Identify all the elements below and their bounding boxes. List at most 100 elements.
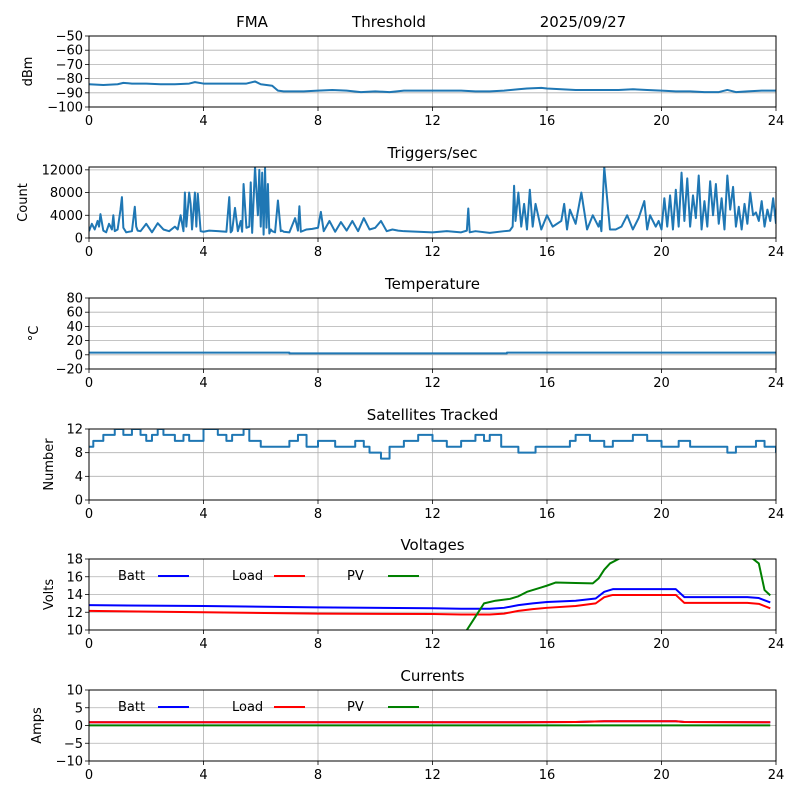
- panel-triggers: 0 4 8 12 16 20 24 0 4000 8000 12000 Triggers/sec Cou…: [16, 144, 784, 260]
- y-axis-label: °C: [27, 326, 42, 342]
- y-tick-label: 4: [75, 470, 83, 485]
- x-tick-label: 4: [199, 245, 207, 260]
- legend-label-load: Load: [232, 569, 263, 584]
- y-tick-label: 80: [66, 292, 83, 307]
- series-group: [89, 80, 776, 94]
- x-tick-label: 20: [653, 376, 670, 391]
- figure-header: FMA Threshold 2025/09/27: [236, 13, 626, 31]
- x-tick-label: 20: [653, 245, 670, 260]
- series-line-batt: [89, 588, 771, 610]
- y-tick-label: 0: [75, 348, 83, 363]
- x-tick-label: 4: [199, 507, 207, 522]
- y-tick-label: 8000: [50, 186, 83, 201]
- y-tick-label: 10: [66, 684, 83, 699]
- x-tick-label: 20: [653, 768, 670, 783]
- y-tick-label: −100: [47, 101, 83, 116]
- y-axis-label: Number: [42, 438, 57, 491]
- header-subject: Threshold: [351, 13, 426, 31]
- x-tick-label: 12: [424, 114, 441, 129]
- x-tick-label: 0: [85, 507, 93, 522]
- series-line-load: [89, 720, 771, 724]
- x-tick-label: 16: [539, 376, 556, 391]
- x-tick-label: 24: [768, 507, 785, 522]
- y-tick-label: −90: [56, 86, 83, 101]
- x-tick-label: 8: [314, 637, 322, 652]
- x-tick-label: 8: [314, 768, 322, 783]
- x-tick-label: 12: [424, 637, 441, 652]
- x-tick-label: 8: [314, 376, 322, 391]
- series-line-threshold: [89, 80, 776, 94]
- y-tick-label: 18: [66, 553, 83, 568]
- y-tick-label: −5: [64, 737, 83, 752]
- x-tick-label: 12: [424, 376, 441, 391]
- x-tick-label: 16: [539, 637, 556, 652]
- legend: Batt Load PV: [118, 569, 419, 584]
- y-axis-label: Amps: [30, 707, 45, 744]
- y-tick-label: −60: [56, 44, 83, 59]
- panel-currents: 0 4 8 12 16 20 24 −10 −5 0 5 10 Currents Amps Batt Load…: [30, 667, 784, 783]
- x-tick-label: 8: [314, 507, 322, 522]
- y-tick-label: 0: [75, 232, 83, 247]
- x-tick-label: 20: [653, 114, 670, 129]
- series-group: [89, 559, 771, 630]
- y-tick-label: 0: [75, 494, 83, 509]
- legend-label-batt: Batt: [118, 569, 145, 584]
- legend-label-pv: PV: [347, 700, 364, 715]
- series-group: [89, 167, 776, 236]
- x-tick-label: 0: [85, 768, 93, 783]
- series-line-load: [89, 593, 771, 616]
- grid: [88, 35, 777, 108]
- y-tick-label: 0: [75, 719, 83, 734]
- x-tick-label: 12: [424, 768, 441, 783]
- x-tick-label: 0: [85, 376, 93, 391]
- x-tick-label: 16: [539, 507, 556, 522]
- legend-label-batt: Batt: [118, 700, 145, 715]
- y-axis-label: Count: [16, 183, 31, 222]
- x-tick-label: 16: [539, 114, 556, 129]
- x-tick-label: 24: [768, 637, 785, 652]
- x-tick-label: 8: [314, 114, 322, 129]
- y-tick-label: −50: [56, 30, 83, 45]
- x-tick-label: 8: [314, 245, 322, 260]
- x-tick-label: 4: [199, 637, 207, 652]
- x-tick-label: 0: [85, 114, 93, 129]
- y-tick-label: −80: [56, 72, 83, 87]
- x-tick-label: 0: [85, 637, 93, 652]
- y-tick-label: 10: [66, 624, 83, 639]
- y-tick-label: 5: [75, 701, 83, 716]
- x-tick-label: 16: [539, 245, 556, 260]
- legend: Batt Load PV: [118, 700, 419, 715]
- series-group: [89, 351, 776, 355]
- chart-title: Currents: [400, 667, 464, 685]
- x-tick-label: 0: [85, 245, 93, 260]
- header-station: FMA: [236, 13, 269, 31]
- series-line-pv: [466, 559, 771, 630]
- y-tick-label: 20: [66, 334, 83, 349]
- series-group: [89, 720, 771, 727]
- x-tick-label: 4: [199, 768, 207, 783]
- x-tick-label: 20: [653, 637, 670, 652]
- chart-title: Voltages: [400, 536, 464, 554]
- y-tick-label: 12000: [42, 163, 83, 178]
- x-tick-label: 24: [768, 376, 785, 391]
- x-tick-label: 20: [653, 507, 670, 522]
- y-tick-label: 16: [66, 570, 83, 585]
- x-tick-label: 24: [768, 114, 785, 129]
- x-tick-label: 16: [539, 768, 556, 783]
- panel-voltages: 0 4 8 12 16 20 24 10 12 14 16 18 Voltages Volts Batt Lo…: [42, 536, 784, 652]
- y-axis-label: dBm: [21, 57, 36, 87]
- y-axis-label: Volts: [42, 579, 57, 611]
- y-tick-label: −70: [56, 58, 83, 73]
- y-tick-label: 12: [66, 423, 83, 438]
- series-line-temperature: [89, 351, 776, 355]
- series-line-triggers-sec: [89, 167, 776, 236]
- series-line-satellites: [89, 429, 776, 460]
- grid: [88, 297, 777, 370]
- legend-label-pv: PV: [347, 569, 364, 584]
- y-tick-label: 12: [66, 606, 83, 621]
- y-tick-label: 14: [66, 588, 83, 603]
- x-tick-label: 24: [768, 245, 785, 260]
- legend-label-load: Load: [232, 700, 263, 715]
- x-tick-label: 12: [424, 245, 441, 260]
